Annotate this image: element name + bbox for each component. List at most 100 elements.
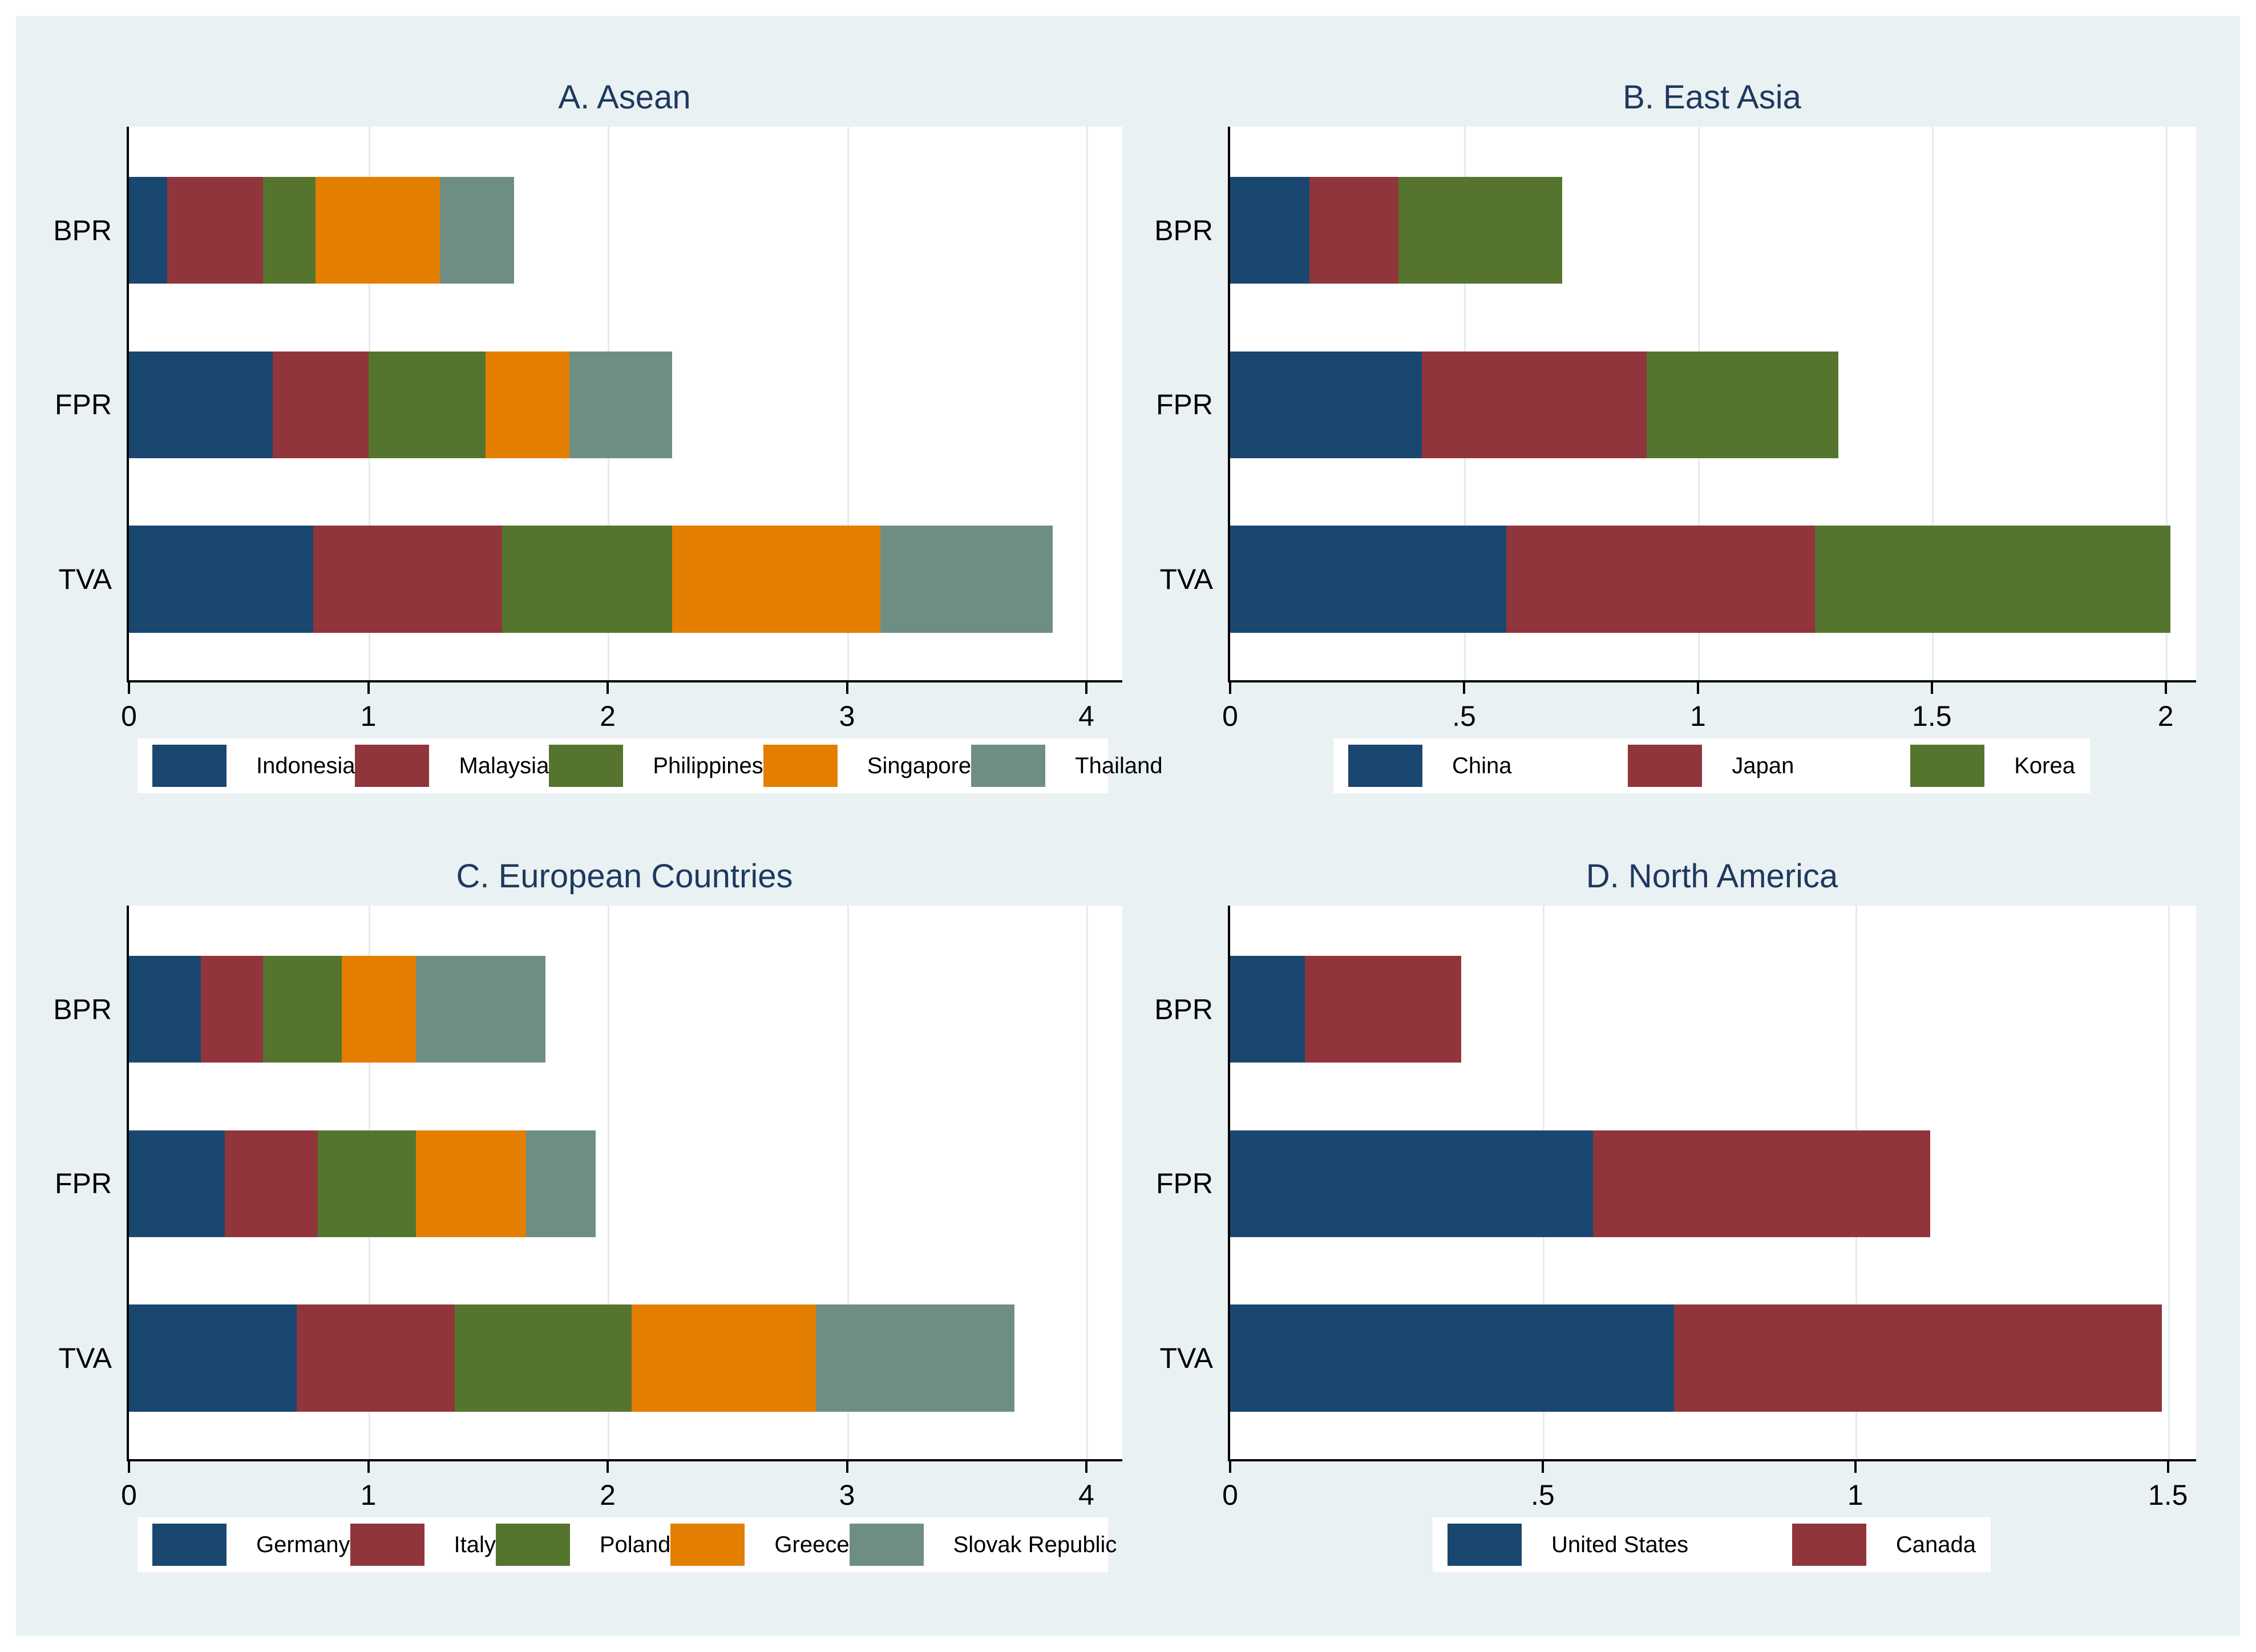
x-axis-tick-label: 3 [839, 700, 855, 732]
gridline [2165, 127, 2168, 680]
bar-segment-united-states [1230, 1304, 1674, 1412]
plot-area-asean: 0 1 2 3 4 BPR FPR TVA [53, 127, 1122, 732]
legend-swatch [1448, 1524, 1522, 1566]
x-axis-tick-label: 1.5 [2148, 1479, 2188, 1511]
legend-entry-korea: Korea [1910, 745, 2075, 787]
x-axis-tick-mark [128, 1461, 130, 1473]
bar-segment-united-states [1230, 1130, 1593, 1238]
stacked-bar-bpr [129, 177, 515, 284]
legend-label: Greece [774, 1532, 850, 1557]
x-axis-tick-label: 0 [121, 1479, 137, 1511]
legend-entry-philippines: Philippines [549, 745, 763, 787]
bar-segment-slovak-republic [416, 956, 545, 1063]
category-label-fpr: FPR [1156, 389, 1213, 421]
legend-swatch [1910, 745, 1985, 787]
bar-segment-philippines [262, 177, 316, 284]
bar-segment-united-states [1230, 956, 1305, 1063]
legend-label: Singapore [867, 753, 972, 778]
bar-segment-canada [1592, 1130, 1931, 1238]
x-axis-tick-mark [1085, 1461, 1088, 1473]
category-label-fpr: FPR [1156, 1168, 1213, 1200]
legend-north-america: United States Canada [1433, 1517, 1991, 1572]
bar-segment-malaysia [167, 177, 263, 284]
stacked-bar-bpr [1230, 956, 1462, 1063]
legend-swatch [971, 745, 1046, 787]
bar-segment-malaysia [272, 351, 369, 459]
bar-segment-germany [129, 1304, 297, 1412]
legend-label: Italy [454, 1532, 496, 1557]
bar-segment-china [1230, 177, 1310, 284]
bar-segment-canada [1674, 1304, 2162, 1412]
category-label-bpr: BPR [1154, 993, 1213, 1025]
legend-entry-slovak-republic: Slovak Republic [849, 1524, 1117, 1566]
legend-swatch [152, 1524, 227, 1566]
bar-segment-poland [262, 956, 342, 1063]
panel-title-european: C. European Countries [456, 858, 793, 895]
legend-entry-germany: Germany [152, 1524, 350, 1566]
bar-segment-japan [1309, 177, 1399, 284]
bar-segment-korea [1646, 351, 1838, 459]
legend-label: Malaysia [459, 753, 549, 778]
x-axis-tick-label: 0 [1222, 700, 1238, 732]
x-axis-tick-label: 2 [600, 700, 616, 732]
legend-label: China [1452, 753, 1512, 778]
gridline [1931, 127, 1934, 680]
x-axis-tick-label: 1 [1689, 700, 1706, 732]
x-axis-tick-mark [2166, 1461, 2169, 1473]
bar-segment-korea [1398, 177, 1563, 284]
category-label-bpr: BPR [53, 993, 112, 1025]
legend-label: Germany [256, 1532, 350, 1557]
x-axis-tick-mark [1229, 682, 1231, 694]
bar-segment-singapore [316, 177, 440, 284]
x-axis-tick-label: .5 [1452, 700, 1476, 732]
gridline [1086, 906, 1089, 1459]
gridline [847, 906, 849, 1459]
category-label-tva: TVA [58, 1342, 112, 1374]
category-label-tva: TVA [1159, 1342, 1213, 1374]
stacked-bar-tva [129, 526, 1053, 633]
legend-swatch [849, 1524, 924, 1566]
legend-label: Poland [599, 1532, 671, 1557]
bar-segment-indonesia [129, 526, 314, 633]
x-axis-tick-mark [607, 1461, 609, 1473]
stacked-bar-fpr [1230, 351, 1838, 459]
x-axis-tick-label: 1 [360, 1479, 377, 1511]
bar-segment-japan [1422, 351, 1647, 459]
legend-swatch [670, 1524, 745, 1566]
legend-swatch [763, 745, 838, 787]
legend-entry-united-states: United States [1448, 1524, 1688, 1566]
bar-segment-indonesia [129, 351, 273, 459]
figure-canvas: A. Asean B. East Asia C. European Countr… [16, 16, 2240, 1636]
bar-segment-korea [1814, 526, 2170, 633]
bar-segment-singapore [672, 526, 881, 633]
bar-segment-greece [416, 1130, 527, 1238]
x-axis-tick-mark [1696, 682, 1699, 694]
x-axis-tick-label: 0 [1222, 1479, 1238, 1511]
legend-swatch [1348, 745, 1422, 787]
gridline [1086, 127, 1089, 680]
bar-segment-thailand [569, 351, 673, 459]
plot-area-north-america: 0 .5 1 1.5 BPR FPR TVA [1154, 906, 2196, 1511]
legend-entry-thailand: Thailand [971, 745, 1163, 787]
x-axis-tick-label: 2 [2157, 700, 2174, 732]
legend-label: Japan [1732, 753, 1794, 778]
legend-entry-japan: Japan [1628, 745, 1794, 787]
bar-segment-slovak-republic [526, 1130, 596, 1238]
bar-segment-canada [1305, 956, 1462, 1063]
legend-label: Canada [1895, 1532, 1976, 1557]
legend-entry-poland: Poland [495, 1524, 671, 1566]
bar-segment-italy [296, 1304, 455, 1412]
legend-entry-italy: Italy [350, 1524, 496, 1566]
legend-label: Korea [2014, 753, 2075, 778]
x-axis-tick-mark [2164, 682, 2167, 694]
bar-segment-germany [129, 1130, 225, 1238]
legend-label: United States [1551, 1532, 1689, 1557]
legend-entry-singapore: Singapore [763, 745, 971, 787]
gridline [2168, 906, 2170, 1459]
stacked-bar-bpr [129, 956, 545, 1063]
legend-label: Philippines [653, 753, 763, 778]
bar-segment-thailand [880, 526, 1053, 633]
x-axis-tick-label: 2 [600, 1479, 616, 1511]
x-axis-tick-mark [367, 1461, 370, 1473]
